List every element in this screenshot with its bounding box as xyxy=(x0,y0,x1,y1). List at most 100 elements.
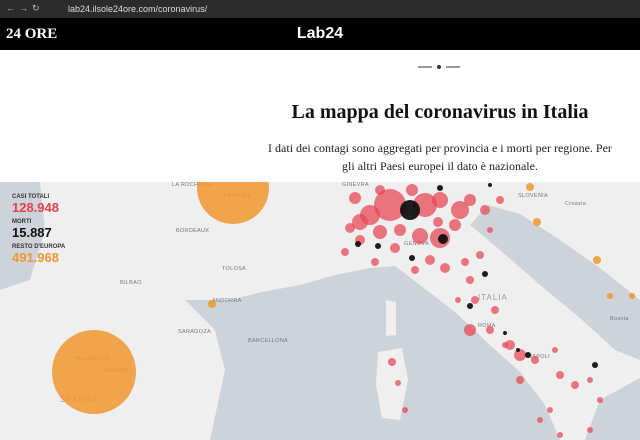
bubble[interactable] xyxy=(597,397,603,403)
stats-panel: CASI TOTALI 128.948 MORTI 15.887 RESTO D'EUR… xyxy=(12,194,102,269)
bubble[interactable] xyxy=(388,358,396,366)
bubble[interactable] xyxy=(491,306,499,314)
bubble[interactable] xyxy=(503,331,507,335)
nav-buttons[interactable]: ←→↻ xyxy=(6,3,44,13)
bubble[interactable] xyxy=(556,371,564,379)
bubble[interactable] xyxy=(438,234,448,244)
place-label: BORDEAUX xyxy=(176,228,209,234)
bubble[interactable] xyxy=(375,185,385,195)
bubble[interactable] xyxy=(412,228,428,244)
ornament xyxy=(418,65,460,69)
bubble[interactable] xyxy=(197,182,269,224)
stat-value: 491.968 xyxy=(12,250,59,265)
bubble[interactable] xyxy=(464,324,476,336)
bubble[interactable] xyxy=(400,200,420,220)
bubble[interactable] xyxy=(516,348,520,352)
bubble[interactable] xyxy=(449,219,461,231)
bubble[interactable] xyxy=(537,417,543,423)
bubble[interactable] xyxy=(516,376,524,384)
bubble[interactable] xyxy=(425,255,435,265)
description: I dati dei contagi sono aggregati per pr… xyxy=(268,141,612,173)
bubble[interactable] xyxy=(476,251,484,259)
place-label: BILBAO xyxy=(120,280,142,286)
bubble[interactable] xyxy=(395,380,401,386)
bubble[interactable] xyxy=(52,330,136,414)
bubble[interactable] xyxy=(486,326,494,334)
bubble[interactable] xyxy=(607,293,613,299)
bubble[interactable] xyxy=(390,243,400,253)
place-label: Bosnia xyxy=(610,316,629,322)
url[interactable]: lab24.ilsole24ore.com/coronavirus/ xyxy=(68,4,208,14)
bubble[interactable] xyxy=(547,407,553,413)
bubble[interactable] xyxy=(466,276,474,284)
bubble[interactable] xyxy=(592,362,598,368)
bubble[interactable] xyxy=(394,224,406,236)
place-label: TOLOSA xyxy=(222,266,246,272)
bubble[interactable] xyxy=(402,407,408,413)
bubble[interactable] xyxy=(375,243,381,249)
place-label: LA ROCHELLE xyxy=(172,182,213,188)
bubble[interactable] xyxy=(480,205,490,215)
bubble[interactable] xyxy=(374,189,406,221)
bubble[interactable] xyxy=(587,427,593,433)
place-label: ROMA xyxy=(478,323,496,329)
bubble[interactable] xyxy=(341,248,349,256)
bubble[interactable] xyxy=(345,223,355,233)
bubble[interactable] xyxy=(502,342,508,348)
lab-logo[interactable]: Lab24 xyxy=(296,25,344,42)
place-label: GENOVA xyxy=(404,241,429,247)
stat-value: 15.887 xyxy=(12,225,52,240)
bubble[interactable] xyxy=(455,297,461,303)
site-header: 24 ORE Lab24 xyxy=(0,18,640,50)
bubble[interactable] xyxy=(409,255,415,261)
place-label: GINEVRA xyxy=(342,182,369,188)
bubble[interactable] xyxy=(525,352,531,358)
bubble[interactable] xyxy=(349,192,361,204)
bubble[interactable] xyxy=(406,184,418,196)
bubble[interactable] xyxy=(437,185,443,191)
place-label: ITALIA xyxy=(478,293,508,302)
bubble[interactable] xyxy=(411,266,419,274)
bubble[interactable] xyxy=(461,258,469,266)
bubble[interactable] xyxy=(593,256,601,264)
stat-label: MORTI xyxy=(12,219,32,225)
bubble[interactable] xyxy=(587,377,593,383)
bubble[interactable] xyxy=(371,258,379,266)
logo[interactable]: 24 ORE xyxy=(6,26,58,42)
bubble[interactable] xyxy=(373,225,387,239)
bubble[interactable] xyxy=(533,218,541,226)
bubble[interactable] xyxy=(208,300,216,308)
bubble[interactable] xyxy=(432,192,448,208)
bubble[interactable] xyxy=(467,303,473,309)
place-label: BARCELLONA xyxy=(248,338,288,344)
place-label: SARAGOZA xyxy=(178,329,211,335)
bubble[interactable] xyxy=(451,201,469,219)
bubble[interactable] xyxy=(552,347,558,353)
bubble[interactable] xyxy=(629,293,635,299)
bubble[interactable] xyxy=(571,381,579,389)
bubble[interactable] xyxy=(496,196,504,204)
bubble[interactable] xyxy=(355,241,361,247)
place-label: NAPOLI xyxy=(528,354,550,360)
stat-value: 128.948 xyxy=(12,200,59,215)
bubble[interactable] xyxy=(488,183,492,187)
bubble[interactable] xyxy=(505,340,515,350)
bubble[interactable] xyxy=(464,194,476,206)
title: La mappa del coronavirus in Italia xyxy=(291,101,589,123)
bubble[interactable] xyxy=(482,271,488,277)
bubble[interactable] xyxy=(526,183,534,191)
bubble[interactable] xyxy=(557,432,563,438)
bubble[interactable] xyxy=(433,217,443,227)
bubble[interactable] xyxy=(352,214,368,230)
bubble[interactable] xyxy=(514,349,526,361)
map[interactable]: LA ROCHELLELIMOGESBORDEAUXTOLOSABILBAOAN… xyxy=(0,182,640,440)
place-label: SLOVENIA xyxy=(518,193,548,199)
stat-label: RESTO D'EUROPA xyxy=(12,244,66,250)
bubble[interactable] xyxy=(487,227,493,233)
bubble[interactable] xyxy=(531,356,539,364)
place-label: ANDORRA xyxy=(212,298,242,304)
browser-bar: ←→↻ lab24.ilsole24ore.com/coronavirus/ xyxy=(0,0,640,18)
bubble[interactable] xyxy=(440,263,450,273)
bubble[interactable] xyxy=(471,296,479,304)
